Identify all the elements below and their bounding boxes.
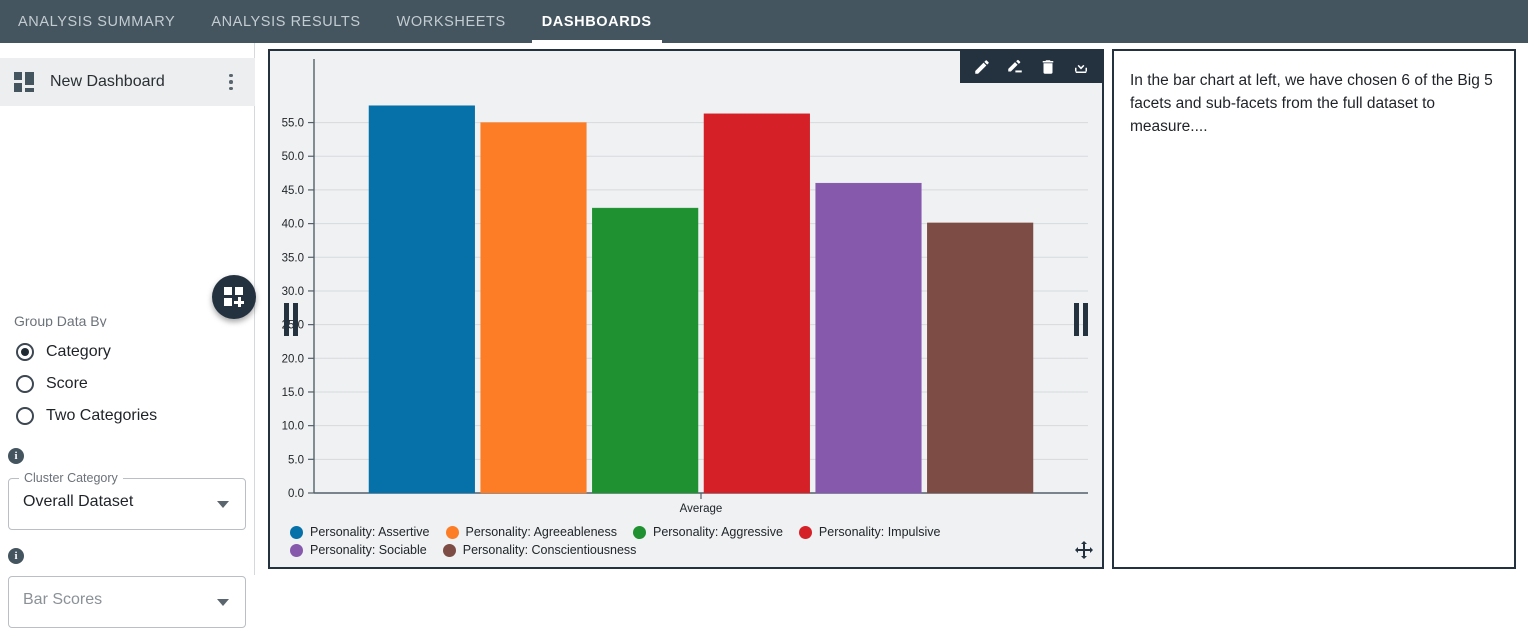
svg-text:55.0: 55.0: [282, 118, 304, 130]
legend-label: Personality: Agreeableness: [465, 525, 617, 539]
svg-text:50.0: 50.0: [282, 151, 304, 163]
legend-label: Personality: Sociable: [310, 543, 427, 557]
dashboard-grid-icon: [14, 72, 34, 92]
svg-text:20.0: 20.0: [282, 353, 304, 365]
legend-label: Personality: Aggressive: [652, 525, 783, 539]
radio-option-category[interactable]: Category: [16, 343, 111, 361]
tab-worksheets[interactable]: WORKSHEETS: [379, 0, 524, 43]
radio-indicator: [16, 343, 34, 361]
svg-text:15.0: 15.0: [282, 387, 304, 399]
tab-label: DASHBOARDS: [541, 13, 652, 30]
tab-analysis-results[interactable]: ANALYSIS RESULTS: [193, 0, 378, 43]
radio-label: Score: [46, 375, 88, 392]
dashboard-canvas: Personality - Overall Dataset 0.05.010.0…: [256, 43, 1528, 575]
cluster-category-legend: Cluster Category: [19, 471, 123, 485]
chart-legend: Personality: Assertive Personality: Agre…: [290, 525, 1090, 557]
legend-color-swatch: [290, 525, 303, 539]
legend-color-swatch: [632, 525, 646, 539]
group-data-by-legend: Group Data By: [14, 313, 107, 327]
legend-item[interactable]: Personality: Conscientiousness: [442, 543, 637, 557]
chevron-down-icon: [217, 501, 229, 508]
resize-handle-left[interactable]: [284, 303, 298, 336]
legend-color-swatch: [290, 543, 303, 557]
legend-item[interactable]: Personality: Sociable: [290, 543, 427, 557]
tab-dashboards[interactable]: DASHBOARDS: [524, 0, 670, 43]
tab-label: ANALYSIS RESULTS: [211, 13, 361, 30]
tab-label: WORKSHEETS: [396, 13, 506, 30]
svg-text:Average: Average: [680, 503, 723, 515]
sidebar-item-label: New Dashboard: [50, 73, 165, 90]
edit-note-icon[interactable]: [1005, 58, 1024, 77]
tab-analysis-summary[interactable]: ANALYSIS SUMMARY: [0, 0, 193, 43]
svg-text:30.0: 30.0: [282, 286, 304, 298]
radio-option-two-categories[interactable]: Two Categories: [16, 407, 157, 425]
text-widget[interactable]: In the bar chart at left, we have chosen…: [1112, 49, 1516, 569]
legend-label: Personality: Assertive: [310, 525, 430, 539]
kebab-menu-icon[interactable]: [221, 72, 241, 92]
cluster-category-select[interactable]: Cluster Category Overall Dataset: [8, 471, 246, 530]
text-widget-body: In the bar chart at left, we have chosen…: [1130, 72, 1493, 135]
svg-text:40.0: 40.0: [282, 219, 304, 231]
legend-color-swatch: [798, 525, 812, 539]
legend-item[interactable]: Personality: Assertive: [290, 525, 430, 539]
info-icon-bar-scores[interactable]: i: [8, 548, 24, 564]
legend-item[interactable]: Personality: Aggressive: [632, 525, 783, 539]
svg-text:10.0: 10.0: [282, 421, 304, 433]
radio-label: Two Categories: [46, 407, 158, 424]
legend-color-swatch: [445, 525, 459, 539]
chart-widget[interactable]: Personality - Overall Dataset 0.05.010.0…: [268, 49, 1104, 569]
legend-label: Personality: Impulsive: [818, 525, 941, 539]
cluster-category-value: Overall Dataset: [23, 493, 134, 510]
chevron-down-icon: [217, 599, 229, 606]
svg-text:35.0: 35.0: [282, 252, 304, 264]
add-widget-fab[interactable]: [212, 275, 256, 319]
trash-icon[interactable]: [1038, 58, 1057, 77]
bar-chart-plot: 0.05.010.015.020.025.030.035.040.045.050…: [282, 59, 1088, 515]
add-widget-icon: [224, 287, 244, 307]
legend-label: Personality: Conscientiousness: [462, 543, 637, 557]
info-icon-cluster-category[interactable]: i: [8, 448, 24, 464]
top-navigation-bar: ANALYSIS SUMMARY ANALYSIS RESULTS WORKSH…: [0, 0, 1528, 43]
bar-scores-placeholder: Bar Scores: [23, 591, 103, 608]
svg-text:0.0: 0.0: [288, 488, 304, 500]
radio-option-score[interactable]: Score: [16, 375, 88, 393]
move-handle-icon[interactable]: [1072, 539, 1096, 563]
svg-text:5.0: 5.0: [288, 454, 304, 466]
legend-item[interactable]: Personality: Impulsive: [798, 525, 941, 539]
download-icon[interactable]: [1071, 58, 1090, 77]
pencil-icon[interactable]: [972, 58, 991, 77]
bar-scores-select[interactable]: Bar Scores: [8, 576, 246, 628]
sidebar-item-new-dashboard[interactable]: New Dashboard: [0, 58, 255, 106]
radio-label: Category: [46, 343, 111, 360]
left-sidebar: New Dashboard Group Data By Category Sco…: [0, 43, 256, 628]
legend-item[interactable]: Personality: Agreeableness: [445, 525, 617, 539]
radio-indicator: [16, 407, 34, 425]
svg-text:45.0: 45.0: [282, 185, 304, 197]
chart-widget-toolbar: [960, 51, 1102, 83]
tab-label: ANALYSIS SUMMARY: [18, 13, 176, 30]
radio-indicator: [16, 375, 34, 393]
legend-color-swatch: [442, 543, 456, 557]
resize-handle-right[interactable]: [1074, 303, 1088, 336]
